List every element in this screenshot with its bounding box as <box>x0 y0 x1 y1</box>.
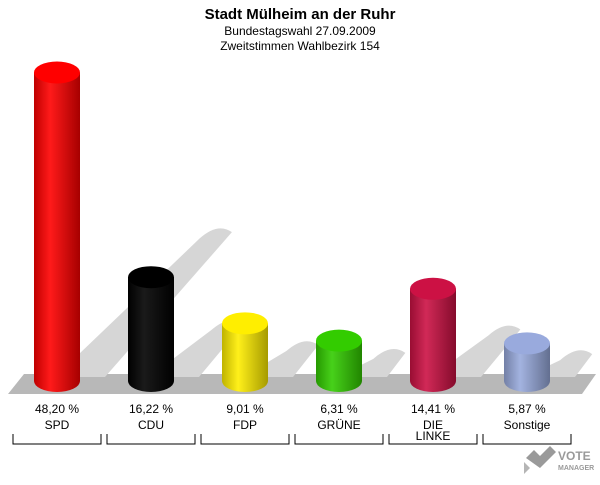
category-label-sonstige: Sonstige <box>504 418 551 432</box>
category-label-gr-ne: GRÜNE <box>317 418 360 432</box>
bar-top-gr-ne <box>316 329 362 352</box>
logo-text-vote: VOTE <box>558 449 591 463</box>
category-label-fdp: FDP <box>233 418 257 432</box>
category-bracket-die-linke <box>388 434 478 445</box>
category-bracket-sonstige <box>482 434 572 445</box>
bar-body-spd <box>34 72 80 393</box>
bar-body-cdu <box>128 277 174 392</box>
category-label-spd: SPD <box>45 418 70 432</box>
category-label-cdu: CDU <box>138 418 164 432</box>
bar-spd <box>34 61 80 393</box>
bar-die-linke <box>410 277 456 392</box>
value-label-fdp: 9,01 % <box>226 402 264 416</box>
labels: 48,20 % SPD 16,22 % CDU 9,01 % FDP 6,31 % GRÜNE… <box>12 402 572 445</box>
category-label-die-linke-2: LINKE <box>416 429 451 443</box>
bar-sonstige <box>504 332 550 392</box>
logo-text-manager: MANAGER <box>558 465 594 472</box>
category-bracket-spd <box>12 434 102 445</box>
bar-fdp <box>222 312 268 392</box>
value-label-gr-ne: 6,31 % <box>320 402 358 416</box>
chart-subtitle-election: Bundestagswahl 27.09.2009 <box>224 24 376 38</box>
bars <box>34 61 550 393</box>
category-bracket-gr-ne <box>294 434 384 445</box>
value-label-sonstige: 5,87 % <box>508 402 546 416</box>
checkmark-icon <box>524 446 556 474</box>
bar-gr-ne <box>316 329 362 392</box>
bar-top-cdu <box>128 266 174 289</box>
bar-body-sonstige <box>504 343 550 392</box>
category-bracket-fdp <box>200 434 290 445</box>
bar-body-fdp <box>222 323 268 392</box>
bar-body-gr-ne <box>316 340 362 392</box>
bar-top-fdp <box>222 312 268 335</box>
value-label-spd: 48,20 % <box>35 402 79 416</box>
category-label-die-linke-1: DIE <box>423 418 443 432</box>
bar-cdu <box>128 266 174 392</box>
category-bracket-cdu <box>106 434 196 445</box>
bar-top-sonstige <box>504 332 550 355</box>
bar-top-spd <box>34 61 80 84</box>
bar-body-die-linke <box>410 288 456 392</box>
value-label-die-linke: 14,41 % <box>411 402 455 416</box>
bar-top-die-linke <box>410 277 456 300</box>
vote-manager-logo: VOTE MANAGER <box>520 444 600 480</box>
value-label-cdu: 16,22 % <box>129 402 173 416</box>
chart-title: Stadt Mülheim an der Ruhr <box>204 6 396 23</box>
chart-subtitle-district: Zweitstimmen Wahlbezirk 154 <box>220 39 380 53</box>
